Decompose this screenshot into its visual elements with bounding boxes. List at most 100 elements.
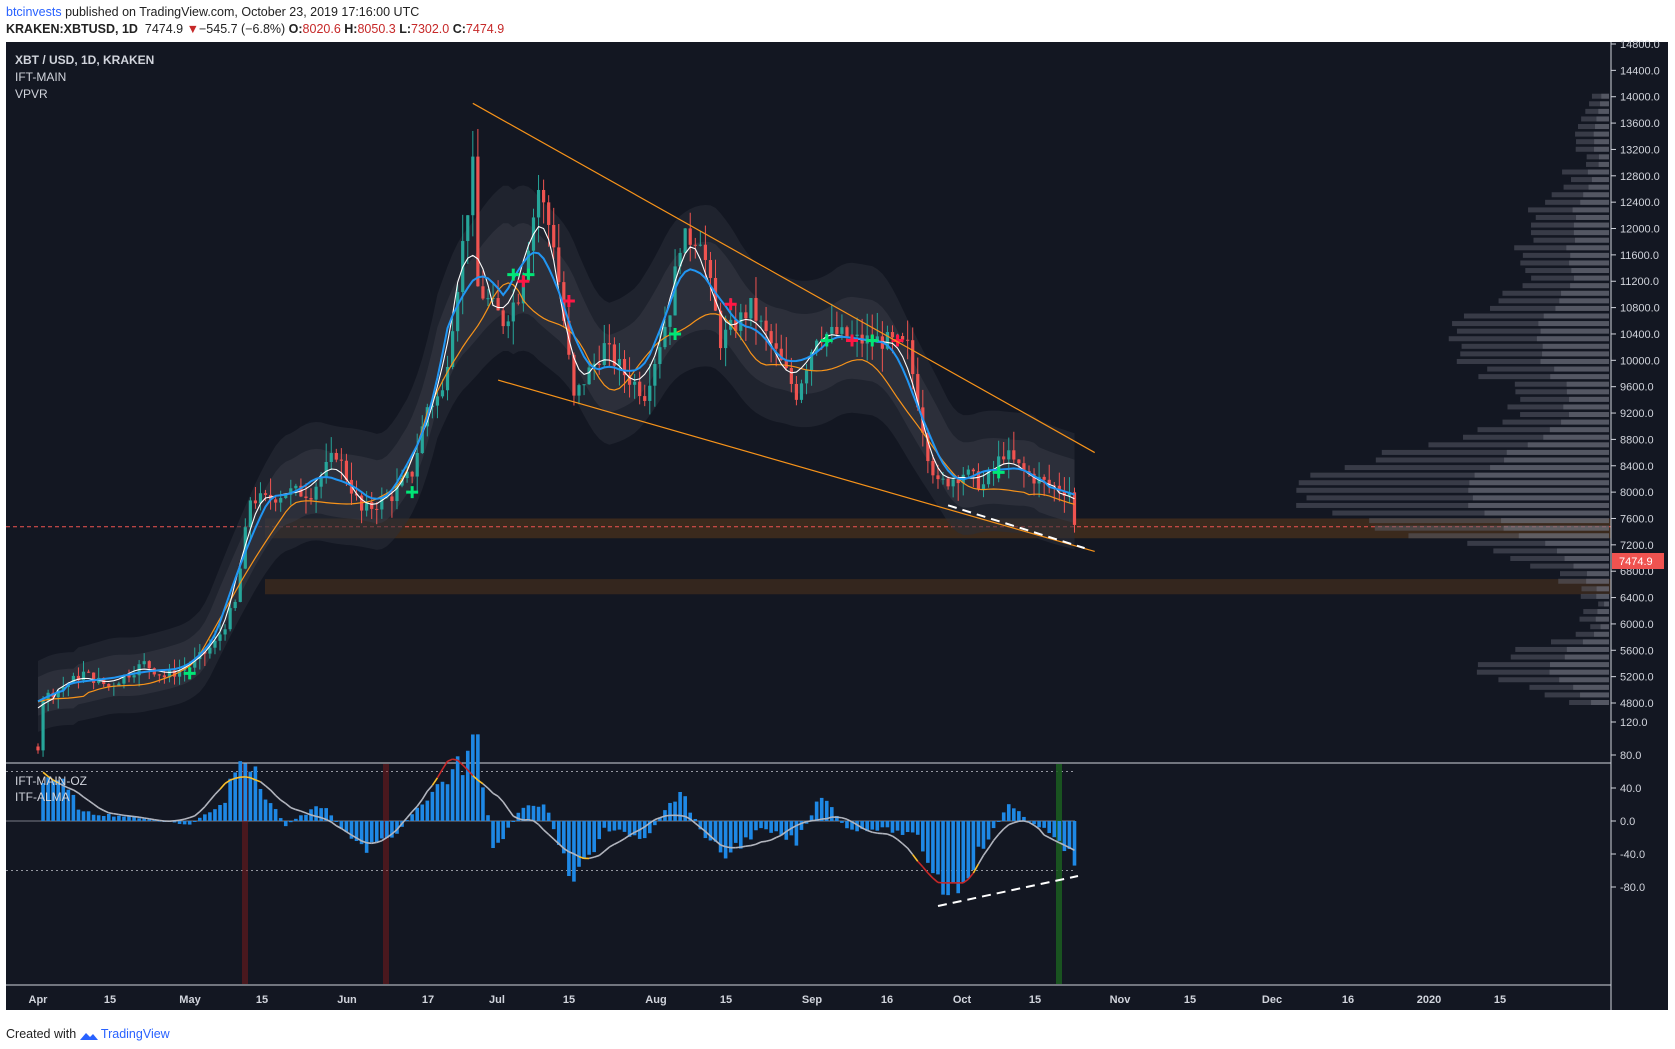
alma-line-segment xyxy=(209,793,216,802)
close-value: 7474.9 xyxy=(465,22,505,36)
oscillator-bar xyxy=(855,821,859,832)
alma-line-segment xyxy=(790,824,797,829)
time-tick-label: 15 xyxy=(104,994,116,1006)
alma-line-segment xyxy=(740,845,746,848)
oscillator-bar xyxy=(910,821,915,833)
volume-profile-bar xyxy=(1571,177,1609,183)
price-tick-label: 12400.0 xyxy=(1620,197,1660,209)
alma-line-segment xyxy=(467,769,474,777)
osc-divergence-line[interactable] xyxy=(937,875,1079,907)
candle xyxy=(41,700,45,751)
alma-line-segment xyxy=(133,815,140,818)
osc-tick-label: 40.0 xyxy=(1620,783,1641,795)
alma-line-segment xyxy=(518,817,524,821)
oscillator-bar xyxy=(369,821,374,843)
candle xyxy=(703,244,708,261)
indicator-ift-main[interactable]: IFT-MAIN xyxy=(15,70,66,84)
oscillator-bar xyxy=(1037,821,1041,828)
volume-profile-bar-up xyxy=(1542,343,1609,349)
oscillator-bar xyxy=(668,802,672,821)
volume-profile-bar xyxy=(1545,199,1609,205)
price-tick-label: 8800.0 xyxy=(1620,434,1654,446)
wedge-lower-trendline[interactable] xyxy=(497,379,1095,553)
volume-profile-bar-up xyxy=(1538,321,1609,327)
candle xyxy=(375,508,379,510)
price-axis[interactable]: 4800.0 5200.0 5600.0 6000.0 6400.0 6800.0 7200… xyxy=(1611,39,1660,710)
candle xyxy=(845,327,849,338)
publish-text: published on TradingView.com, October 23… xyxy=(65,5,420,19)
ema-fast-line xyxy=(37,225,1075,709)
volume-profile-bar xyxy=(1310,472,1609,478)
alma-line-segment xyxy=(361,840,367,844)
oscillator-bar xyxy=(774,821,778,832)
oscillator-bar xyxy=(465,750,470,821)
volume-profile-bar-up xyxy=(1561,290,1609,296)
alma-line-segment xyxy=(578,855,585,860)
volume-profile-bar-up xyxy=(1540,358,1609,364)
time-axis[interactable]: Apr 15 May 15 Jun 17 Jul 15 Aug 15 Sep 16 Oct 15 Nov 15… xyxy=(29,994,1507,1006)
oscillator-bar xyxy=(329,815,334,821)
volume-profile-bar xyxy=(1533,237,1609,243)
dashed-support-line[interactable] xyxy=(947,504,1085,550)
candle xyxy=(759,320,763,322)
time-tick-label: 15 xyxy=(1029,994,1041,1006)
volume-profile-bar xyxy=(1575,146,1609,152)
alma-line-segment xyxy=(689,818,696,824)
volume-profile-bar-up xyxy=(1550,662,1609,668)
oscillator-bar xyxy=(1052,821,1057,838)
author-link[interactable]: btcinvests xyxy=(6,5,62,19)
volume-profile-bar-up xyxy=(1598,154,1609,160)
volume-profile-bar-up xyxy=(1601,93,1609,99)
oscillator-bar xyxy=(830,807,834,821)
oscillator-bar xyxy=(339,821,344,829)
alma-line-segment xyxy=(558,843,565,850)
candle xyxy=(223,629,227,635)
volume-profile-bar-up xyxy=(1571,268,1609,274)
alma-line-segment xyxy=(887,833,893,837)
candle xyxy=(557,247,561,283)
indicator-itf-alma[interactable]: ITF-ALMA xyxy=(15,790,70,804)
volume-profile-bar-up xyxy=(1468,502,1609,508)
candle xyxy=(764,320,768,332)
indicator-ift-main-oz[interactable]: IFT-MAIN-OZ xyxy=(15,774,87,788)
alma-line-segment xyxy=(796,822,802,827)
alma-line-segment xyxy=(325,818,332,823)
highlight-bar xyxy=(242,764,248,984)
candle xyxy=(830,326,834,334)
alma-line-segment xyxy=(1008,822,1015,826)
oscillator-axis[interactable]: -80.0 -40.0 0.0 40.0 80.0 120.0 xyxy=(1611,717,1648,894)
volume-profile-bar-up xyxy=(1549,669,1609,675)
candle xyxy=(956,479,960,484)
oscillator-bar xyxy=(122,816,126,821)
price-tick-label: 7200.0 xyxy=(1620,540,1654,552)
oscillator-bar xyxy=(233,772,237,821)
buy-signal-marker xyxy=(406,486,419,499)
volume-profile-bar-up xyxy=(1549,427,1609,433)
tradingview-link[interactable]: TradingView xyxy=(100,1027,170,1041)
volume-profile-bar xyxy=(1332,510,1609,516)
oscillator-bar xyxy=(936,821,940,875)
oscillator-bar xyxy=(91,814,96,821)
candle xyxy=(420,426,424,453)
candle xyxy=(410,471,414,477)
alma-line-segment xyxy=(42,771,49,778)
oscillator-bar xyxy=(501,821,505,840)
alma-line-segment xyxy=(356,837,362,842)
oscillator-bar xyxy=(996,821,1001,822)
candle xyxy=(466,215,470,242)
wedge-upper-trendline[interactable] xyxy=(472,102,1096,454)
oscillator-bar xyxy=(900,821,905,835)
oscillator-bar xyxy=(986,821,991,840)
indicator-vpvr[interactable]: VPVR xyxy=(15,87,48,101)
volume-profile-bar xyxy=(1563,184,1609,190)
oscillator-bar xyxy=(1006,804,1011,821)
candle xyxy=(147,661,151,669)
volume-profile-bar xyxy=(1520,260,1609,266)
alma-line-segment xyxy=(846,818,853,823)
alma-line-segment xyxy=(568,851,575,855)
alma-line-segment xyxy=(704,830,712,837)
oscillator-bar xyxy=(319,808,323,821)
volume-profile-bar xyxy=(1515,389,1609,395)
volume-profile-bar xyxy=(1551,192,1609,198)
